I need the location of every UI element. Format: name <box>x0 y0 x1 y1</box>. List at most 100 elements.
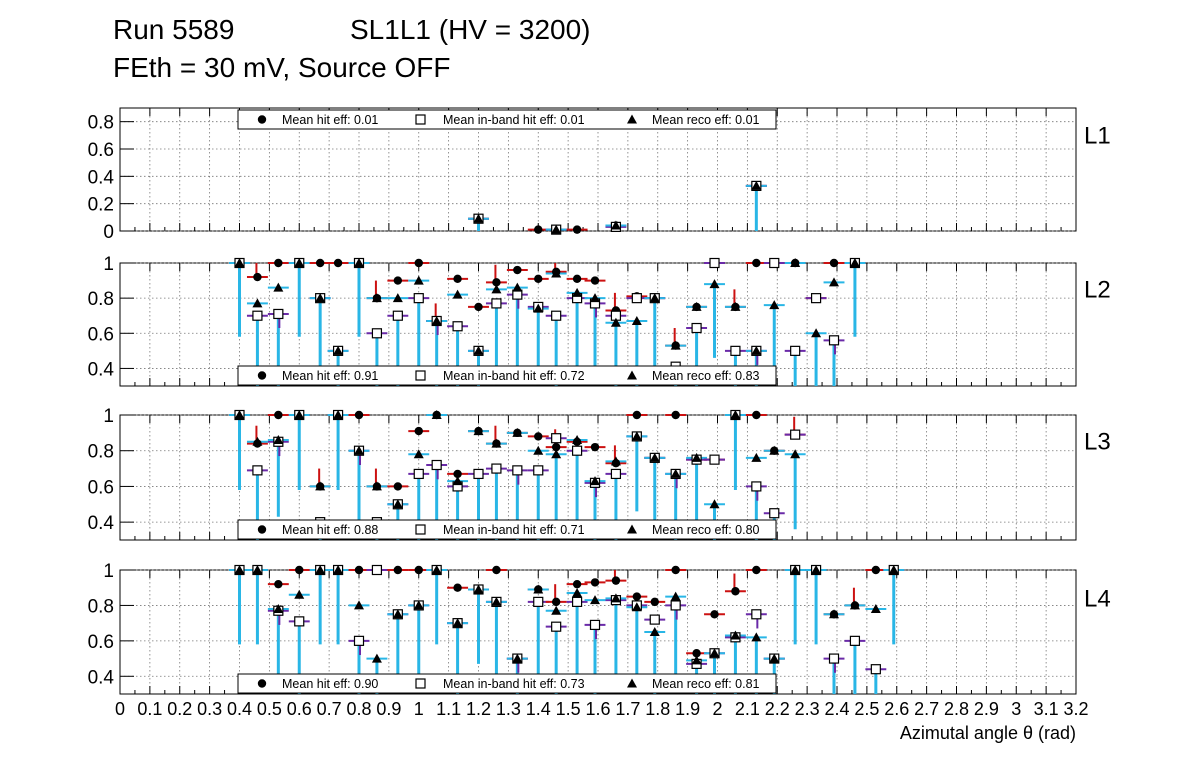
inband-eff-marker <box>551 310 562 321</box>
reco-eff-marker <box>849 258 860 267</box>
reco-eff-marker <box>751 180 762 190</box>
x-axis: 0 0.1 0.2 0.3 0.4 0.5 0.6 0.7 0.8 0.9 1 1.1 1.2 1.3 1.… <box>115 699 1089 743</box>
legend-reco-text: Mean reco eff: 0.80 <box>652 523 760 537</box>
reco-eff-marker <box>751 345 762 355</box>
inband-eff-marker <box>769 508 780 519</box>
hit-eff-marker <box>492 565 501 575</box>
reco-eff-marker <box>252 298 263 308</box>
reco-eff-marker <box>590 476 601 486</box>
reco-eff-marker <box>691 301 702 311</box>
hit-eff-marker <box>590 276 600 285</box>
legend-inband-text: Mean in-band hit eff: 0.01 <box>443 113 585 127</box>
legend-box <box>237 519 777 540</box>
y-tick-label: 0.4 <box>88 667 115 688</box>
x-tick-label: 1.6 <box>585 699 610 719</box>
y-tick-label: 0.8 <box>88 289 114 310</box>
inband-eff-marker <box>491 463 502 474</box>
reco-eff-marker <box>431 410 442 419</box>
x-tick-label: 0.4 <box>227 699 252 719</box>
legend: Mean hit eff: 0.90 Mean in-band hit eff: … <box>237 673 777 694</box>
hit-eff-marker <box>534 225 543 234</box>
reco-eff-marker <box>631 602 642 612</box>
x-tick-label: 1.9 <box>675 699 700 719</box>
inband-eff-marker <box>589 619 601 631</box>
legend: Mean hit eff: 0.88 Mean in-band hit eff: … <box>237 519 777 540</box>
x-axis-title: Azimutal angle θ (rad) <box>900 723 1076 743</box>
reco-eff-marker <box>294 258 305 267</box>
reco-eff-marker <box>730 630 741 640</box>
x-tick-label: 0.5 <box>257 699 282 719</box>
inband-eff-marker <box>551 621 562 632</box>
reco-eff-marker <box>473 213 484 223</box>
hit-eff-marker <box>572 579 582 589</box>
reco-eff-marker <box>473 426 484 436</box>
hit-eff-marker <box>393 482 403 491</box>
hit-eff-marker <box>752 410 761 420</box>
y-tick-label: 0.6 <box>88 324 114 345</box>
reco-eff-marker <box>333 410 344 419</box>
hit-eff-marker <box>534 274 543 284</box>
x-tick-label: 0.7 <box>317 699 342 719</box>
reco-eff-marker <box>670 591 681 601</box>
y-tick-label: 1 <box>103 406 114 427</box>
x-tick-label: 3.2 <box>1063 699 1088 719</box>
inband-eff-marker <box>413 293 424 304</box>
reco-eff-marker <box>392 609 403 619</box>
reco-eff-marker <box>294 589 305 599</box>
x-tick-label: 1.2 <box>466 699 491 719</box>
reco-eff-marker <box>315 565 326 574</box>
inband-eff-marker <box>769 257 780 269</box>
reco-eff-marker <box>849 600 860 610</box>
reco-eff-marker <box>473 345 484 355</box>
inband-eff-marker <box>828 653 840 664</box>
x-tick-label: 2 <box>712 699 722 719</box>
hit-eff-marker <box>590 578 600 587</box>
hit-eff-marker <box>590 442 600 452</box>
inband-eff-marker <box>828 335 840 346</box>
hit-eff-marker <box>393 276 403 285</box>
reco-eff-marker <box>610 317 621 327</box>
x-tick-label: 1.8 <box>645 699 670 719</box>
hit-eff-marker <box>752 565 761 575</box>
reco-eff-marker <box>888 565 899 574</box>
reco-eff-marker <box>413 275 424 285</box>
inband-eff-marker <box>810 293 822 304</box>
hit-eff-marker <box>393 565 403 575</box>
reco-eff-marker <box>769 653 780 663</box>
inband-eff-marker <box>533 465 544 476</box>
reco-eff-marker <box>354 445 364 455</box>
reco-eff-marker <box>273 435 284 444</box>
inband-eff-marker <box>649 614 660 625</box>
reco-eff-marker <box>252 436 263 446</box>
legend: Mean hit eff: 0.91 Mean in-band hit eff: … <box>237 365 777 386</box>
panel-label: L3 <box>1084 428 1111 455</box>
y-tick-label: 1 <box>103 254 114 275</box>
inband-eff-marker <box>431 459 442 471</box>
reco-eff-marker <box>709 499 720 509</box>
inband-eff-marker <box>870 664 881 675</box>
y-tick-label: 0.4 <box>88 167 115 188</box>
x-tick-label: 0 <box>115 699 125 719</box>
reco-eff-marker <box>452 289 463 299</box>
reco-eff-marker <box>473 584 484 594</box>
x-tick-label: 2.3 <box>795 699 820 719</box>
reco-eff-marker <box>333 565 344 574</box>
legend-hit-text: Mean hit eff: 0.91 <box>282 369 378 383</box>
panel-l1: 0 0.2 0.4 0.6 0.8 L1 Mean hit eff: 0.01 Mean in… <box>88 107 1111 243</box>
reco-eff-marker <box>730 301 741 311</box>
reco-eff-marker <box>790 258 801 267</box>
hit-eff-marker <box>414 426 423 436</box>
x-tick-label: 2.2 <box>765 699 790 719</box>
x-tick-label: 0.9 <box>376 699 401 719</box>
reco-eff-marker <box>431 315 442 325</box>
legend-inband-marker <box>415 370 426 381</box>
reco-eff-marker <box>252 565 263 574</box>
inband-eff-marker <box>610 468 622 480</box>
x-tick-label: 1.7 <box>615 699 640 719</box>
reco-eff-marker <box>610 593 621 603</box>
x-tick-label: 2.6 <box>884 699 909 719</box>
legend-reco-marker <box>627 114 637 124</box>
reco-eff-marker <box>315 293 326 303</box>
x-tick-label: 2.7 <box>914 699 939 719</box>
y-tick-label: 0.8 <box>88 596 114 617</box>
